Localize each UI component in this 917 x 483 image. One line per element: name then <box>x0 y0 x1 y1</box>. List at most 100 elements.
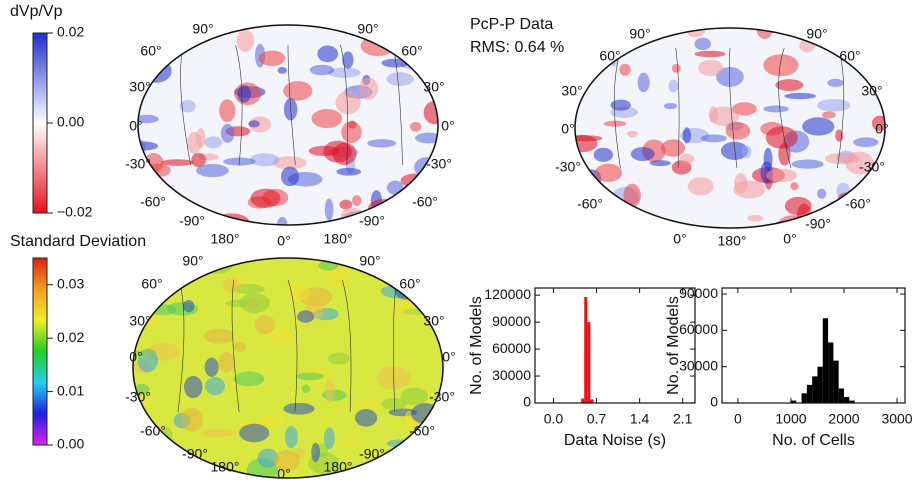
map-coordinate-label: 60° <box>839 48 860 64</box>
map-anomaly <box>283 81 313 101</box>
colorbar <box>32 257 48 446</box>
map-coordinate-label: -60° <box>845 196 871 212</box>
map-coordinate-label: -30° <box>426 156 452 172</box>
map-anomaly <box>408 25 421 32</box>
map-anomaly <box>416 273 443 287</box>
map-coordinate-label: 0° <box>442 349 455 365</box>
coastline <box>675 47 680 169</box>
map-anomaly <box>791 159 824 169</box>
y-tick-label: 60000 <box>679 321 718 337</box>
map-anomaly <box>183 375 203 399</box>
map-anomaly <box>160 159 194 166</box>
map-anomaly <box>179 99 196 113</box>
map-anomaly <box>297 310 315 323</box>
map-anomaly <box>309 64 335 76</box>
map-anomaly <box>845 151 874 175</box>
bar <box>838 388 844 403</box>
colorbar-title: dVp/Vp <box>10 3 63 20</box>
bar <box>833 360 839 403</box>
map-anomaly <box>237 85 252 103</box>
map-anomaly <box>187 131 202 154</box>
map-coordinate-label: 30° <box>861 83 882 99</box>
map-anomaly <box>386 180 404 195</box>
map-anomaly <box>351 195 362 207</box>
map-outline <box>132 257 444 479</box>
y-tick-label: 0 <box>710 394 718 410</box>
map-coordinate-label: 180° <box>324 459 353 475</box>
y-tick-label: 30000 <box>492 367 531 383</box>
map-anomaly <box>296 372 324 381</box>
map-anomaly <box>741 145 752 159</box>
map-coordinate-label: -30° <box>555 159 581 175</box>
map-anomaly <box>204 357 219 377</box>
map-coordinate-label: 90° <box>806 26 827 42</box>
y-tick-label: 90000 <box>679 285 718 301</box>
map-anomaly <box>427 464 439 478</box>
map-anomaly <box>204 136 223 149</box>
map-anomaly <box>213 213 250 225</box>
map-anomaly <box>436 469 443 478</box>
map-anomaly <box>780 64 789 72</box>
map-coordinate-label: -60° <box>140 423 166 439</box>
map-anomaly <box>233 342 247 352</box>
map-anomaly <box>258 50 286 66</box>
map-anomaly <box>248 120 260 128</box>
bar <box>584 296 588 403</box>
map-anomaly <box>284 425 298 449</box>
bar <box>828 342 834 403</box>
map-anomaly <box>864 50 885 68</box>
map-anomaly <box>594 163 623 182</box>
map-anomaly <box>272 156 307 170</box>
map-anomaly <box>250 188 281 208</box>
map-coordinate-label: 90° <box>629 26 650 42</box>
map-coordinate-label: 0° <box>129 349 142 365</box>
map-anomaly <box>400 387 429 406</box>
plot-frame <box>721 287 906 404</box>
y-tick-label: 120000 <box>484 286 531 302</box>
annotation: PcP-P Data <box>470 16 553 33</box>
map-anomaly <box>784 92 817 100</box>
map-anomaly <box>327 352 350 365</box>
map-anomaly <box>700 134 728 143</box>
map-anomaly <box>335 90 361 115</box>
coastline <box>778 47 792 169</box>
map-anomaly <box>575 135 603 142</box>
map-anomaly <box>277 217 288 225</box>
map-coordinate-label: 180° <box>718 233 747 249</box>
map-coordinate-label: -90° <box>359 213 385 229</box>
colorbar-tick-label: 0.00 <box>57 436 84 452</box>
map-anomaly <box>623 183 641 208</box>
map-anomaly <box>254 315 275 335</box>
map-anomaly <box>679 153 695 165</box>
x-axis-label: No. of Cells <box>772 432 855 449</box>
bar <box>581 398 585 403</box>
map-anomaly <box>277 66 288 74</box>
map-anomaly <box>817 188 827 199</box>
map-anomaly <box>220 123 235 143</box>
map-anomaly <box>308 145 340 157</box>
map-coordinate-label: -90° <box>359 446 385 462</box>
coastline <box>729 47 738 169</box>
map-anomaly <box>415 449 443 465</box>
map-anomaly <box>266 328 296 344</box>
y-axis-label: No. of Models <box>665 296 682 395</box>
map-anomaly <box>716 67 744 87</box>
map-coordinate-label: 0° <box>875 121 888 137</box>
colorbar-title: Standard Deviation <box>10 233 146 250</box>
map-coordinate-label: 30° <box>423 313 444 329</box>
map-anomaly <box>593 147 613 162</box>
coastline <box>231 279 240 413</box>
coastline <box>287 44 296 166</box>
map-anomaly <box>578 41 590 48</box>
map-anomaly <box>747 214 764 222</box>
map-anomaly <box>280 166 300 187</box>
map-coordinate-label: -60° <box>409 423 435 439</box>
coastline <box>235 44 243 166</box>
map-anomaly <box>661 139 686 157</box>
map-anomaly <box>671 63 681 73</box>
map-anomaly <box>376 365 411 390</box>
map-coordinate-label: 0° <box>783 231 796 247</box>
map-anomaly <box>765 168 798 182</box>
map-anomaly <box>619 63 631 76</box>
y-tick-label: 0 <box>523 394 531 410</box>
